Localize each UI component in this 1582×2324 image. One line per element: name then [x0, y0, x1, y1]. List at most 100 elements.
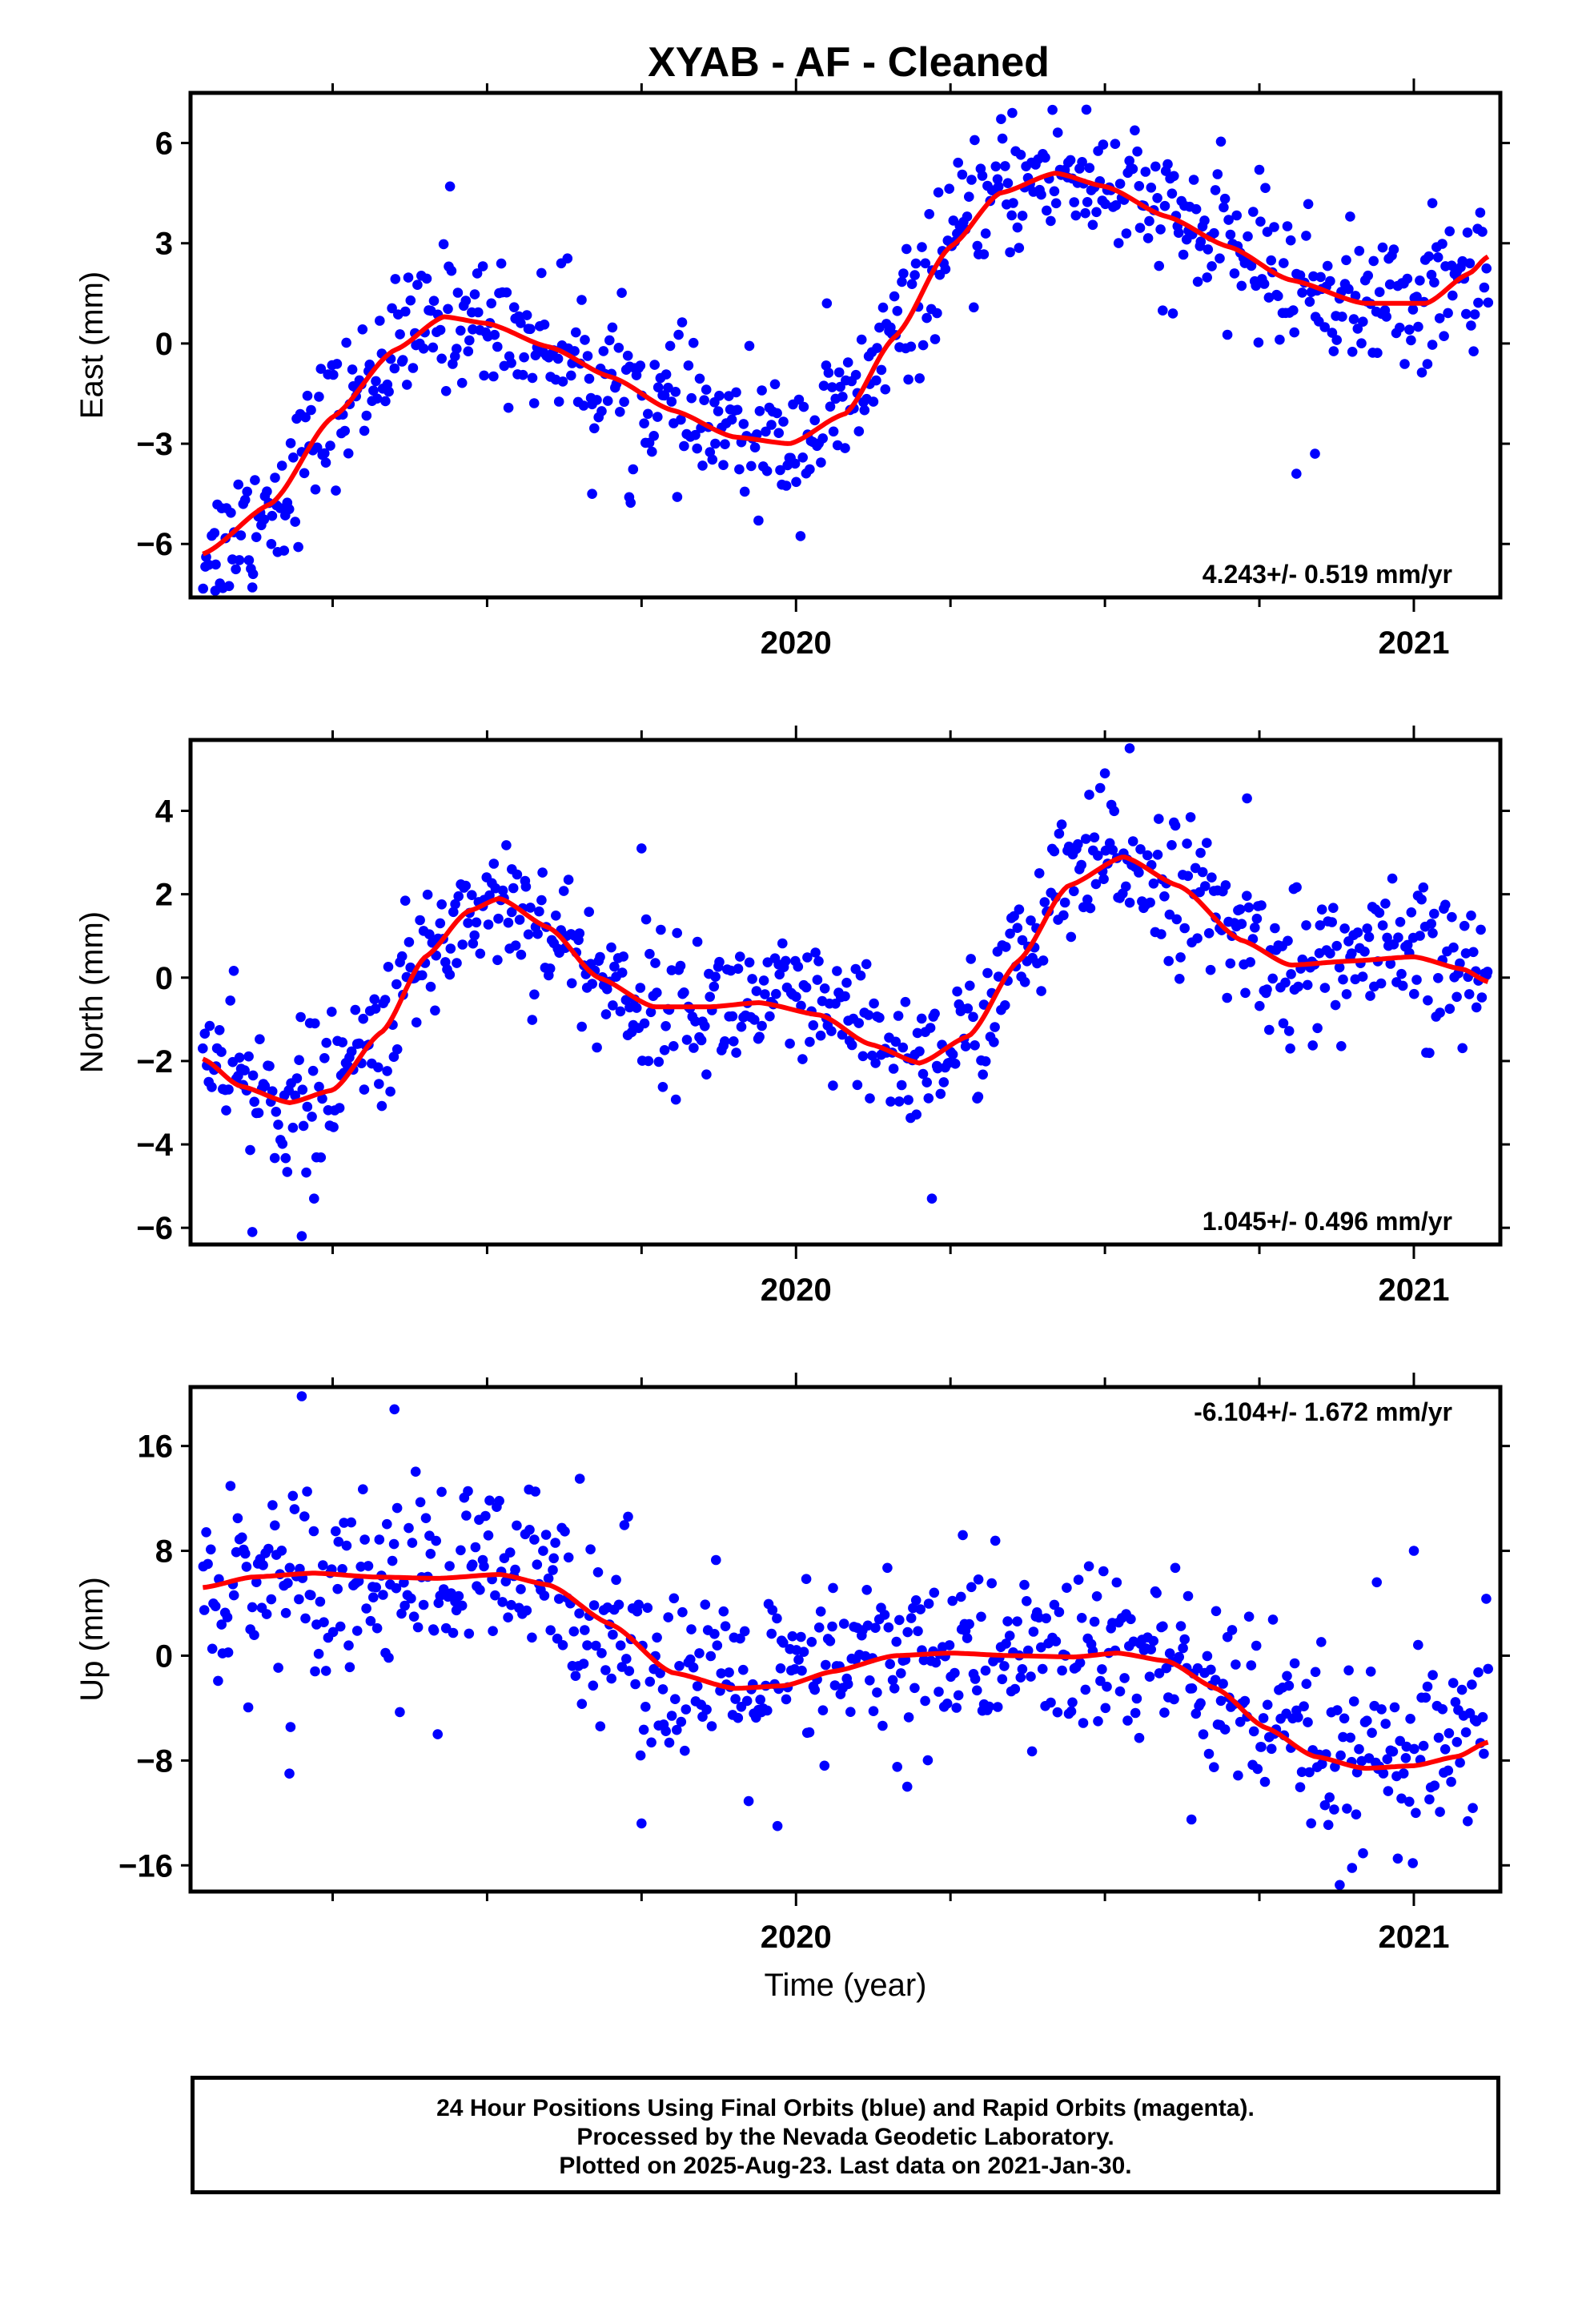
data-point	[1332, 1705, 1343, 1715]
data-point	[1304, 296, 1315, 308]
data-point	[239, 494, 251, 505]
data-point	[964, 1618, 974, 1630]
data-point	[557, 1640, 568, 1651]
data-point	[714, 956, 725, 967]
data-point	[1142, 850, 1153, 861]
data-point	[1179, 923, 1190, 934]
data-point	[488, 858, 500, 869]
data-point	[1062, 1582, 1072, 1593]
data-point	[795, 531, 806, 541]
data-point	[1289, 327, 1299, 338]
data-point	[545, 1625, 556, 1635]
data-point	[1131, 1693, 1142, 1704]
data-point	[718, 1606, 729, 1617]
data-point	[749, 1015, 760, 1025]
data-point	[1435, 1807, 1445, 1817]
data-point	[1328, 903, 1339, 913]
data-point	[771, 988, 781, 999]
data-point	[1267, 973, 1278, 984]
data-point	[1259, 279, 1270, 289]
data-point	[1473, 297, 1484, 308]
data-point	[1210, 1675, 1221, 1685]
data-point	[1409, 1743, 1419, 1755]
data-point	[446, 265, 457, 276]
data-point	[624, 492, 635, 503]
data-point	[422, 889, 433, 900]
data-point	[720, 1621, 731, 1631]
data-point	[1110, 199, 1122, 211]
data-point	[1476, 992, 1488, 1003]
data-point	[679, 987, 689, 998]
data-point	[1046, 1697, 1056, 1708]
data-point	[960, 1041, 971, 1051]
data-point	[980, 228, 991, 239]
data-point	[430, 1005, 440, 1016]
data-point	[897, 276, 907, 287]
data-point	[892, 1762, 902, 1772]
data-point	[666, 965, 677, 975]
data-point	[204, 1020, 215, 1031]
data-point	[1084, 790, 1094, 800]
data-point	[930, 334, 941, 344]
data-point	[968, 1011, 978, 1023]
data-point	[1299, 1701, 1309, 1711]
data-point	[1406, 335, 1416, 346]
data-point	[1405, 1714, 1415, 1724]
data-point	[877, 302, 889, 313]
data-point	[1082, 895, 1093, 905]
data-point	[819, 1760, 830, 1771]
data-point	[1460, 1727, 1472, 1738]
data-point	[1146, 1644, 1156, 1655]
data-point	[378, 1590, 388, 1600]
data-point	[361, 1603, 371, 1614]
data-point	[980, 1665, 991, 1676]
data-point	[239, 1065, 250, 1076]
data-point	[407, 1538, 418, 1548]
data-point	[957, 169, 968, 180]
data-point	[592, 1567, 604, 1578]
data-point	[636, 1818, 647, 1829]
data-point	[973, 1574, 984, 1585]
data-point	[574, 928, 585, 939]
data-point	[953, 157, 963, 168]
data-point	[251, 532, 262, 542]
data-point	[802, 952, 813, 963]
data-point	[1197, 866, 1208, 878]
data-point	[1150, 161, 1161, 172]
data-point	[1152, 193, 1162, 203]
data-point	[1433, 973, 1443, 983]
data-point	[1447, 1678, 1459, 1688]
data-point	[551, 911, 561, 921]
data-point	[619, 1520, 630, 1530]
data-point	[1387, 873, 1398, 884]
data-point	[993, 181, 1004, 192]
data-point	[1464, 989, 1475, 999]
data-point	[922, 1755, 934, 1766]
data-point	[1066, 931, 1077, 943]
data-point	[924, 209, 934, 219]
data-point	[1468, 346, 1479, 357]
data-point	[1312, 1023, 1323, 1034]
data-point	[1357, 971, 1368, 982]
data-point	[1338, 974, 1348, 985]
data-point	[358, 1484, 368, 1494]
data-point	[781, 480, 792, 491]
data-point	[923, 1093, 934, 1104]
data-point	[382, 1066, 392, 1076]
data-point	[309, 1193, 319, 1204]
data-point	[584, 907, 594, 917]
data-point	[501, 840, 512, 850]
data-point	[1246, 260, 1257, 271]
data-point	[606, 942, 616, 953]
data-point	[809, 1684, 820, 1695]
data-point	[1352, 324, 1363, 334]
data-point	[243, 1051, 254, 1062]
data-point	[1159, 200, 1170, 211]
data-point	[453, 891, 464, 902]
data-point	[694, 373, 705, 384]
data-point	[1397, 980, 1408, 991]
data-point	[817, 433, 828, 444]
data-point	[1443, 1728, 1455, 1739]
data-point	[1050, 198, 1062, 209]
data-point	[1469, 309, 1480, 320]
